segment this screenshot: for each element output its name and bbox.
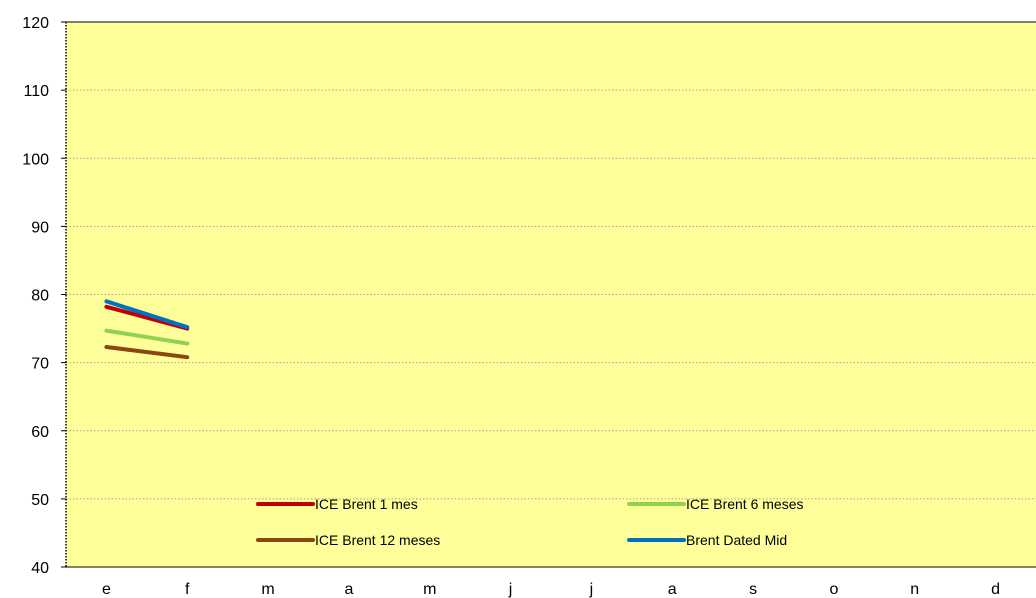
y-tick-label: 90 — [31, 219, 49, 236]
y-tick-label: 50 — [31, 492, 49, 509]
x-tick-label: j — [508, 581, 513, 598]
series-layer — [104, 299, 190, 360]
plot-area — [66, 22, 1036, 567]
legend-label: ICE Brent 6 meses — [686, 496, 804, 512]
x-tick-label: a — [344, 581, 353, 598]
x-tick-label: m — [261, 581, 274, 598]
x-tick-label: n — [910, 581, 919, 598]
x-tick-label: a — [668, 581, 677, 598]
x-tick-label: f — [185, 581, 190, 598]
grid-lines — [66, 89, 1036, 500]
x-tick-label: j — [589, 581, 594, 598]
series-line — [104, 344, 190, 360]
x-tick-label: m — [423, 581, 436, 598]
y-tick-label: 40 — [31, 560, 49, 577]
series-line — [104, 328, 190, 346]
x-tick-label: d — [991, 581, 1000, 598]
x-tick-label: o — [829, 581, 838, 598]
y-tick-label: 120 — [22, 15, 49, 32]
series-line — [104, 299, 190, 330]
legend-label: Brent Dated Mid — [686, 532, 787, 548]
y-tick-label: 100 — [22, 151, 49, 168]
x-tick-label: e — [102, 581, 111, 598]
y-tick-label: 80 — [31, 288, 49, 305]
y-axis-ticks: 40 50 60 70 80 90 100 110 120 — [22, 15, 66, 577]
legend: ICE Brent 1 mes ICE Brent 6 meses ICE Bren… — [256, 496, 804, 548]
legend-label: ICE Brent 12 meses — [315, 532, 440, 548]
x-tick-label: s — [749, 581, 757, 598]
y-tick-label: 60 — [31, 424, 49, 441]
legend-label: ICE Brent 1 mes — [315, 496, 418, 512]
y-tick-label: 70 — [31, 356, 49, 373]
y-tick-label: 110 — [23, 83, 49, 100]
